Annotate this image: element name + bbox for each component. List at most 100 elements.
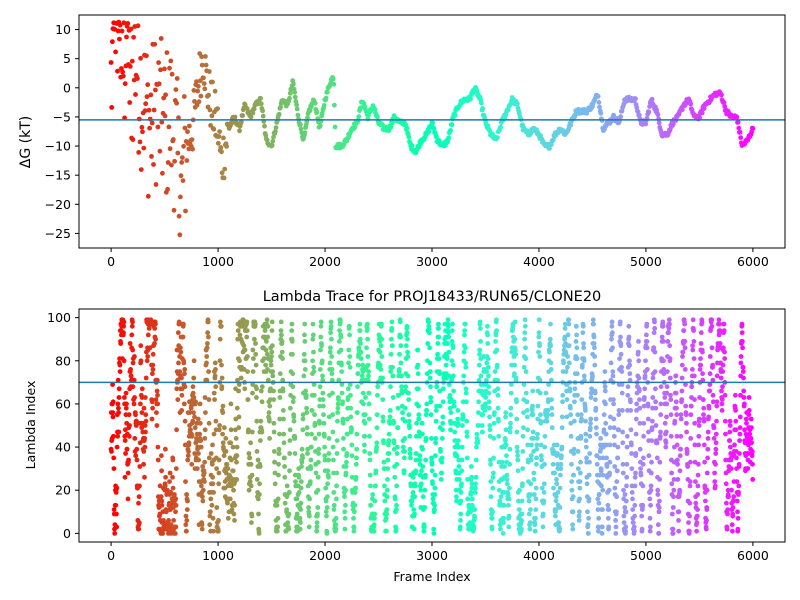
bottom-data-point (599, 531, 605, 536)
bottom-data-point (405, 336, 410, 342)
top-xtick-label: 5000 (630, 254, 662, 269)
bottom-data-point (137, 483, 142, 489)
bottom-data-point (244, 334, 250, 340)
bottom-data-point (173, 509, 178, 515)
top-data-point (633, 96, 638, 102)
top-data-point (269, 142, 275, 148)
top-data-point (206, 69, 212, 74)
bottom-data-point (488, 461, 493, 467)
bottom-data-point (210, 442, 215, 448)
bottom-data-point (498, 494, 504, 500)
bottom-data-point (677, 487, 683, 493)
bottom-ylabel: Lambda Index (23, 381, 38, 470)
bottom-data-point (347, 323, 352, 329)
bottom-data-point (325, 468, 331, 474)
bottom-data-point (298, 500, 304, 506)
bottom-data-point (316, 451, 321, 456)
bottom-data-point (281, 416, 286, 422)
bottom-data-point (116, 386, 122, 392)
bottom-data-point (606, 524, 612, 530)
bottom-data-point (114, 511, 119, 517)
bottom-data-point (670, 505, 676, 510)
bottom-data-point (523, 369, 529, 374)
bottom-data-point (362, 449, 367, 454)
bottom-data-point (614, 509, 619, 515)
bottom-data-point (717, 321, 723, 327)
bottom-data-point (298, 520, 303, 525)
bottom-data-point (654, 440, 660, 446)
bottom-data-point (159, 498, 165, 504)
bottom-data-point (549, 412, 555, 418)
top-ytick-label: 0 (63, 80, 71, 95)
bottom-data-point (185, 457, 191, 463)
top-data-point (164, 50, 170, 55)
bottom-data-point (455, 420, 461, 426)
bottom-data-point (347, 354, 353, 359)
bottom-data-point (734, 455, 739, 461)
bottom-data-point (139, 425, 145, 431)
bottom-data-point (167, 479, 172, 484)
bottom-data-point (725, 487, 731, 493)
top-data-point (480, 106, 486, 111)
bottom-data-point (446, 349, 452, 355)
bottom-data-point (172, 531, 178, 536)
bottom-data-point (468, 490, 474, 495)
bottom-data-point (445, 323, 451, 329)
top-data-point (232, 114, 238, 120)
bottom-data-point (212, 397, 218, 402)
bottom-data-point (522, 336, 527, 342)
bottom-data-point (596, 492, 602, 497)
bottom-data-point (143, 418, 149, 424)
bottom-data-point (553, 507, 559, 512)
bottom-data-point (682, 367, 688, 372)
bottom-data-point (641, 433, 646, 439)
bottom-data-point (559, 425, 565, 431)
bottom-data-point (321, 412, 326, 418)
bottom-data-point (362, 420, 368, 426)
bottom-data-point (710, 377, 716, 383)
bottom-data-point (311, 382, 317, 387)
bottom-data-point (355, 371, 361, 377)
bottom-data-point (575, 449, 581, 454)
bottom-data-point (735, 515, 741, 521)
bottom-data-point (553, 498, 559, 504)
bottom-data-point (627, 371, 633, 377)
bottom-data-point (533, 515, 538, 521)
bottom-data-point (508, 420, 513, 426)
bottom-data-point (642, 386, 648, 392)
bottom-data-point (296, 474, 302, 480)
bottom-data-point (555, 451, 560, 456)
bottom-data-point (159, 502, 165, 508)
bottom-data-point (320, 397, 326, 402)
bottom-data-point (287, 427, 293, 433)
top-data-point (216, 134, 222, 139)
top-data-point (177, 232, 183, 238)
bottom-data-point (455, 408, 461, 413)
bottom-data-point (173, 502, 179, 508)
bottom-data-point (296, 490, 302, 495)
top-data-point (196, 83, 201, 89)
bottom-data-point (314, 524, 320, 530)
bottom-data-point (714, 403, 720, 409)
bottom-data-point (225, 466, 231, 471)
bottom-data-point (304, 425, 310, 431)
bottom-data-point (240, 317, 246, 323)
bottom-data-point (554, 442, 560, 448)
bottom-data-point (658, 401, 664, 407)
bottom-data-point (452, 438, 458, 443)
bottom-data-point (536, 317, 542, 323)
bottom-data-point (506, 524, 512, 530)
top-data-point (210, 79, 215, 85)
bottom-data-point (749, 425, 754, 431)
bottom-data-point (538, 412, 543, 418)
bottom-data-point (663, 444, 669, 450)
bottom-data-point (322, 453, 328, 459)
bottom-data-point (629, 442, 634, 448)
top-data-point (127, 64, 133, 69)
bottom-data-point (426, 326, 432, 331)
bottom-data-point (238, 375, 244, 381)
bottom-data-point (666, 330, 671, 336)
bottom-data-point (601, 427, 607, 433)
bottom-data-point (615, 444, 621, 450)
bottom-data-point (344, 431, 350, 437)
